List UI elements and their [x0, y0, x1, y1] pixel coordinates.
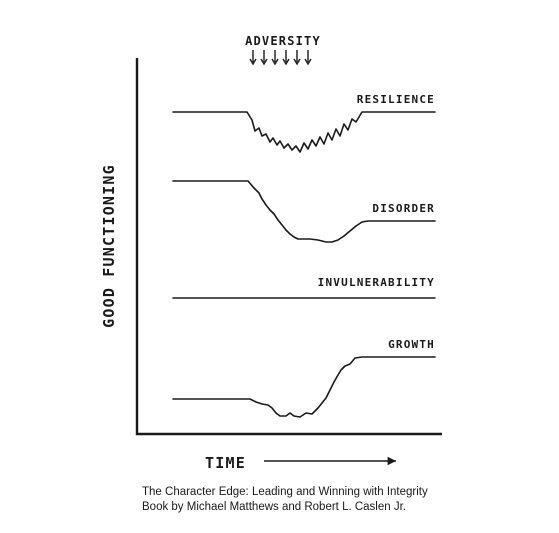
adversity-arrow-icon — [271, 50, 279, 66]
x-axis-label: TIME — [205, 454, 246, 472]
adversity-arrow-icon — [304, 50, 312, 66]
disorder-label: DISORDER — [372, 202, 435, 215]
axes — [135, 58, 442, 436]
resilience-curve — [172, 111, 436, 153]
adversity-arrows — [249, 50, 312, 66]
resilience-label: RESILIENCE — [357, 93, 435, 106]
growth-curve — [172, 356, 436, 418]
y-axis-label: GOOD FUNCTIONING — [100, 164, 118, 328]
adversity-arrow-icon — [293, 50, 301, 66]
invulnerability-label: INVULNERABILITY — [318, 276, 435, 289]
caption-book-title: The Character Edge: Leading and Winning … — [142, 486, 428, 498]
adversity-arrow-icon — [282, 50, 290, 66]
growth-label: GROWTH — [388, 338, 435, 351]
adversity-arrow-icon — [260, 50, 268, 66]
adversity-arrow-icon — [249, 50, 257, 66]
adversity-label: ADVERSITY — [245, 34, 321, 48]
caption-authors: Book by Michael Matthews and Robert L. C… — [142, 501, 406, 513]
disorder-curve — [172, 180, 436, 243]
